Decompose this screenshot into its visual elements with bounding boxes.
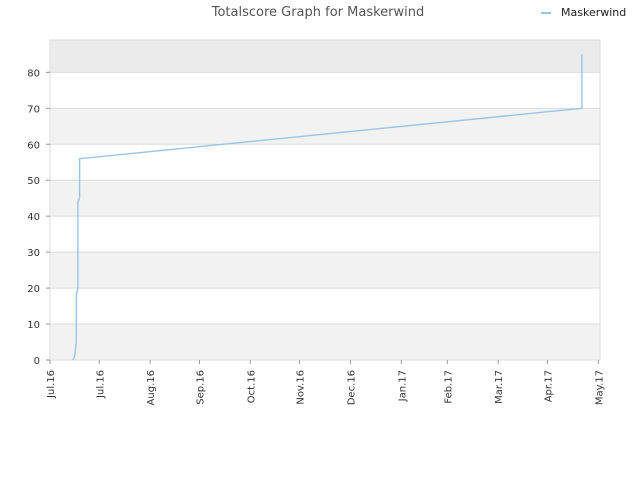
x-tick-label: Aug.16 (146, 370, 157, 405)
y-tick-label: 20 (27, 284, 40, 295)
x-tick-label: Nov.16 (296, 370, 307, 405)
series-layer (72, 54, 583, 361)
plot-background (50, 40, 600, 360)
gridlines (50, 71, 600, 325)
band (50, 144, 600, 181)
band (50, 216, 600, 253)
y-tick-label: 40 (27, 212, 40, 223)
y-tick-label: 0 (34, 356, 40, 367)
y-tick-label: 10 (27, 320, 40, 331)
y-tick-label: 50 (27, 176, 40, 187)
band (50, 180, 600, 217)
y-tick-label: 80 (27, 68, 40, 79)
series-line (72, 54, 583, 361)
y-tick-label: 60 (27, 140, 40, 151)
plot-area (49, 39, 601, 361)
y-tick-label: 70 (27, 104, 40, 115)
legend-label: Maskerwind (561, 6, 626, 19)
y-tick-label: 30 (27, 248, 40, 259)
x-tick-label: Jul.16 (95, 370, 106, 399)
legend: Maskerwind (541, 6, 626, 19)
x-tick-label: Jul.16 (46, 370, 57, 399)
y-axis: 0 10 20 30 40 50 60 70 80 (27, 68, 50, 367)
x-tick-label: Oct.16 (246, 370, 257, 403)
x-tick-label: Jan.17 (397, 370, 408, 402)
band (50, 40, 600, 73)
chart-title: Totalscore Graph for Maskerwind (211, 5, 425, 20)
x-tick-label: Mar.17 (494, 370, 505, 404)
band (50, 324, 600, 360)
band (50, 72, 600, 109)
x-axis: Jul.16 Jul.16 Aug.16 Sep.16 Oct.16 Nov.16 Dec.… (46, 360, 605, 405)
x-tick-label: Dec.16 (346, 370, 357, 405)
x-tick-label: Sep.16 (195, 370, 206, 405)
x-tick-label: Apr.17 (543, 370, 554, 402)
x-tick-label: May.17 (594, 370, 605, 405)
band (50, 252, 600, 289)
band (50, 108, 600, 145)
band (50, 288, 600, 325)
x-tick-label: Feb.17 (443, 370, 454, 404)
